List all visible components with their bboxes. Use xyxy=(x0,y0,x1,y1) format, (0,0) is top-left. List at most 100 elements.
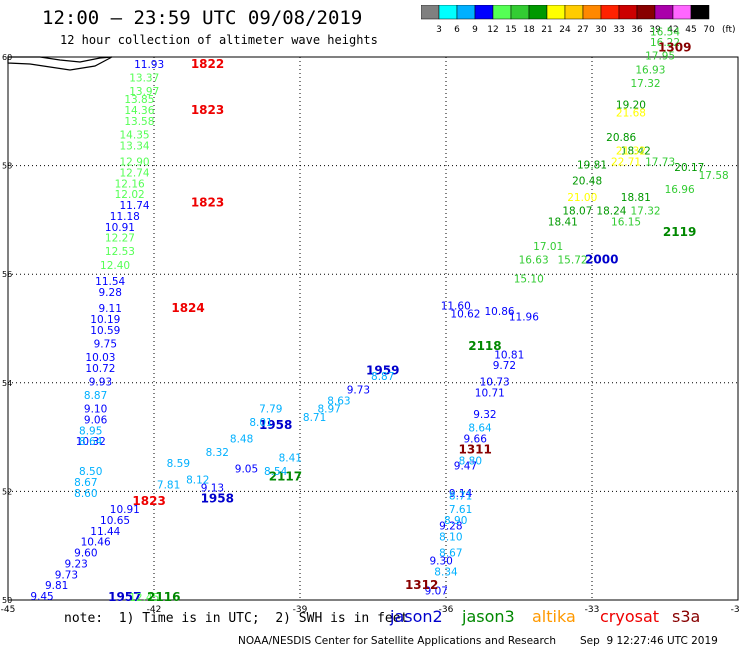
y-tick-label: 58 xyxy=(2,162,12,171)
legend-jason3: jason3 xyxy=(462,607,515,626)
wave-height-value: 17.73 xyxy=(645,157,675,169)
pass-time-label: 1823 xyxy=(132,494,165,508)
pass-time-label: 1957 xyxy=(108,590,141,604)
y-tick-label: 50 xyxy=(2,596,12,605)
wave-height-value: 13.58 xyxy=(124,116,154,128)
wave-height-value: 8.54 xyxy=(264,466,288,478)
wave-height-value: 22.71 xyxy=(611,157,641,169)
wave-height-value: 9.32 xyxy=(473,409,496,421)
wave-height-value: 8.34 xyxy=(434,567,458,579)
wave-height-value: 9.06 xyxy=(84,415,108,427)
pass-time-label: 2000 xyxy=(585,252,618,266)
pass-time-label: 1823 xyxy=(191,103,224,117)
wave-height-value: 10.65 xyxy=(100,515,130,527)
pass-time-label: 2117 xyxy=(269,470,302,484)
wave-height-value: 8.97 xyxy=(318,404,341,416)
legend-cryosat: cryosat xyxy=(600,607,660,626)
wave-height-value: 12.74 xyxy=(120,167,150,179)
colorbar-label: 9 xyxy=(472,25,478,35)
wave-height-value: 14.35 xyxy=(120,129,150,141)
wave-height-value: 10.81 xyxy=(494,349,524,361)
wave-height-value: 21.00 xyxy=(567,192,597,204)
wave-height-value: 20.17 xyxy=(674,162,704,174)
colorbar-label: 45 xyxy=(685,25,696,35)
wave-height-value: 10.03 xyxy=(85,352,115,364)
wave-height-value: 12.53 xyxy=(105,246,135,258)
wave-height-value: 8.60 xyxy=(74,488,97,500)
wave-height-value: 8.80 xyxy=(459,455,482,467)
footnote: note: 1) Time is in UTC; 2) SWH is in fe… xyxy=(64,611,409,626)
coastline xyxy=(7,56,113,71)
colorbar-label: 30 xyxy=(595,25,607,35)
wave-height-value: 14.36 xyxy=(124,105,154,117)
pass-time-label: 1824 xyxy=(171,301,204,315)
wave-height-value: 19.81 xyxy=(577,159,607,171)
wave-height-value: 16.22 xyxy=(650,37,680,49)
wave-height-value: 8.12 xyxy=(186,474,209,486)
wave-height-value: 10.91 xyxy=(110,504,140,516)
pass-time-label: 1958 xyxy=(259,418,292,432)
pass-time-label: 1312 xyxy=(405,578,438,592)
wave-height-value: 7.61 xyxy=(449,504,472,516)
colorbar-label: 6 xyxy=(454,25,460,35)
wave-height-value: 8.10 xyxy=(439,531,462,543)
y-tick-label: 54 xyxy=(2,379,12,388)
wave-height-value: 12.02 xyxy=(115,189,145,201)
wave-height-value: 10.71 xyxy=(475,387,505,399)
wave-height-value: 8.64 xyxy=(79,436,103,448)
wave-height-value: 12.90 xyxy=(120,157,150,169)
colorbar-unit: (ft) xyxy=(722,25,736,35)
wave-height-value: 10.86 xyxy=(485,306,515,318)
wave-height-value: 8.71 xyxy=(303,412,326,424)
x-tick-label: -33 xyxy=(585,605,600,615)
color-scale-bar: 3 6 9 12 15 18 21 24 27 30 33 36 39 42 45 70 (ft) xyxy=(421,5,736,35)
wave-height-value: 11.44 xyxy=(90,526,120,538)
wave-height-value: 20.86 xyxy=(606,132,636,144)
pass-time-label: 1959 xyxy=(366,364,399,378)
x-tick-label: -42 xyxy=(147,605,162,615)
colorbar-label: 42 xyxy=(667,25,678,35)
wave-height-value: 12.45 xyxy=(129,592,159,604)
wave-height-value: 9.60 xyxy=(74,548,97,560)
colorbar-swatch xyxy=(690,5,710,20)
pass-time-label: 2119 xyxy=(663,225,696,239)
legend-jason2: jason2 xyxy=(390,607,443,626)
x-tick-label: -36 xyxy=(439,605,454,615)
x-tick-label: -39 xyxy=(293,605,308,615)
wave-height-value: 21.68 xyxy=(616,108,646,120)
wave-height-value: 13.34 xyxy=(120,140,150,152)
wave-height-value: 9.75 xyxy=(94,339,117,351)
wave-height-value: 8.63 xyxy=(327,396,350,408)
colorbar-label: 18 xyxy=(523,25,535,35)
pass-time-label: 2118 xyxy=(468,339,501,353)
wave-height-value: 8.01 xyxy=(249,417,272,429)
wave-height-value: 10.73 xyxy=(480,377,510,389)
wave-height-value: 9.73 xyxy=(347,385,370,397)
wave-height-value: 9.47 xyxy=(454,461,477,473)
wave-height-value: 9.07 xyxy=(425,586,448,598)
colorbar-label: 12 xyxy=(487,25,498,35)
chart-title: 12:00 – 23:59 UTC 09/08/2019 xyxy=(42,7,363,29)
wave-height-value: 9.28 xyxy=(439,520,462,532)
footer-credit: NOAA/NESDIS Center for Satellite Applica… xyxy=(238,635,556,647)
wave-height-value: 9.30 xyxy=(429,556,452,568)
chart-subtitle: 12 hour collection of altimeter wave hei… xyxy=(60,33,378,47)
wave-height-value: 8.87 xyxy=(371,371,394,383)
wave-height-value: 12.40 xyxy=(100,260,130,272)
y-tick-label: 56 xyxy=(2,270,12,279)
footer-timestamp: Sep 9 12:27:46 UTC 2019 xyxy=(580,635,718,647)
wave-height-value: 8.59 xyxy=(167,458,190,470)
wave-height-value: 8.87 xyxy=(84,390,107,402)
wave-height-value: 17.01 xyxy=(533,241,563,253)
wave-height-map: -45-42-39-36-33-305052545658609.459.819.… xyxy=(1,26,740,615)
wave-height-value: 17.95 xyxy=(645,51,675,63)
pass-time-label: 1822 xyxy=(191,57,224,71)
pass-time-label: 1311 xyxy=(458,442,491,456)
wave-height-value: 9.13 xyxy=(201,482,224,494)
wave-height-value: 7.79 xyxy=(259,404,282,416)
colorbar-label: 70 xyxy=(703,25,715,35)
wave-height-value: 9.81 xyxy=(45,580,68,592)
colorbar-label: 3 xyxy=(436,25,442,35)
wave-height-value: 9.93 xyxy=(89,377,112,389)
wave-height-value: 16.96 xyxy=(665,184,695,196)
